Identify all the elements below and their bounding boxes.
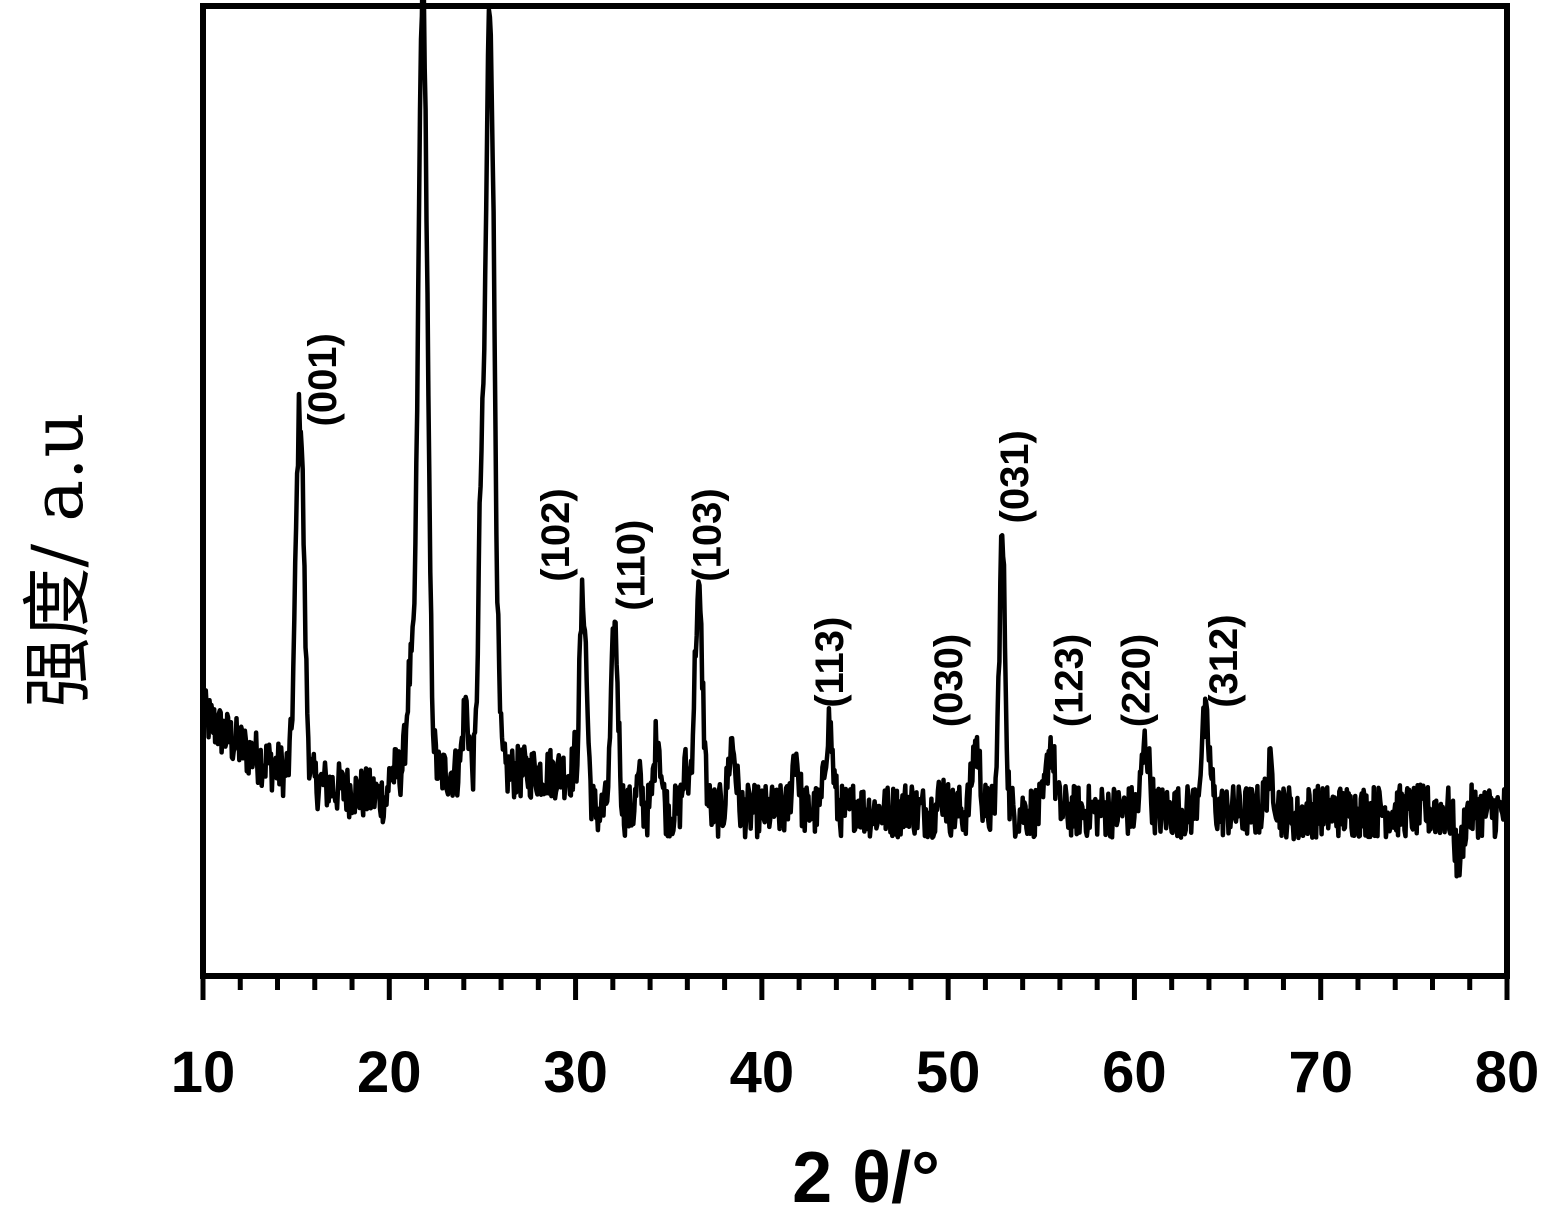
x-tick-label: 80 bbox=[1475, 1040, 1540, 1105]
x-tick-label: 60 bbox=[1102, 1040, 1167, 1105]
x-axis-title: 2 θ/° bbox=[792, 1138, 940, 1218]
x-tick-label: 40 bbox=[730, 1040, 795, 1105]
peak-label: (123) bbox=[1048, 634, 1092, 727]
x-tick-label: 50 bbox=[916, 1040, 981, 1105]
peak-label: (312) bbox=[1202, 614, 1246, 707]
peak-label: (103) bbox=[686, 488, 730, 581]
x-tick-label: 10 bbox=[171, 1040, 236, 1105]
x-axis-ticks bbox=[203, 976, 1507, 1000]
peak-label: (102) bbox=[534, 488, 578, 581]
peak-label: (110) bbox=[610, 520, 654, 611]
peak-label: (113) bbox=[808, 617, 852, 708]
peak-label: (030) bbox=[927, 634, 971, 727]
x-tick-label: 30 bbox=[543, 1040, 608, 1105]
x-tick-label: 70 bbox=[1288, 1040, 1353, 1105]
peak-label: (031) bbox=[993, 430, 1037, 523]
peak-label: (001) bbox=[301, 333, 345, 426]
diffraction-pattern-line bbox=[203, 0, 1507, 876]
x-tick-label: 20 bbox=[357, 1040, 422, 1105]
y-axis-title: 强度/ a.u bbox=[17, 413, 99, 708]
peak-labels: (001)(100)(101)(102)(110)(103)(113)(030)… bbox=[301, 0, 1246, 727]
peak-label: (220) bbox=[1115, 634, 1159, 727]
x-axis-tick-labels: 10 20 30 40 50 60 70 80 bbox=[171, 1040, 1540, 1105]
